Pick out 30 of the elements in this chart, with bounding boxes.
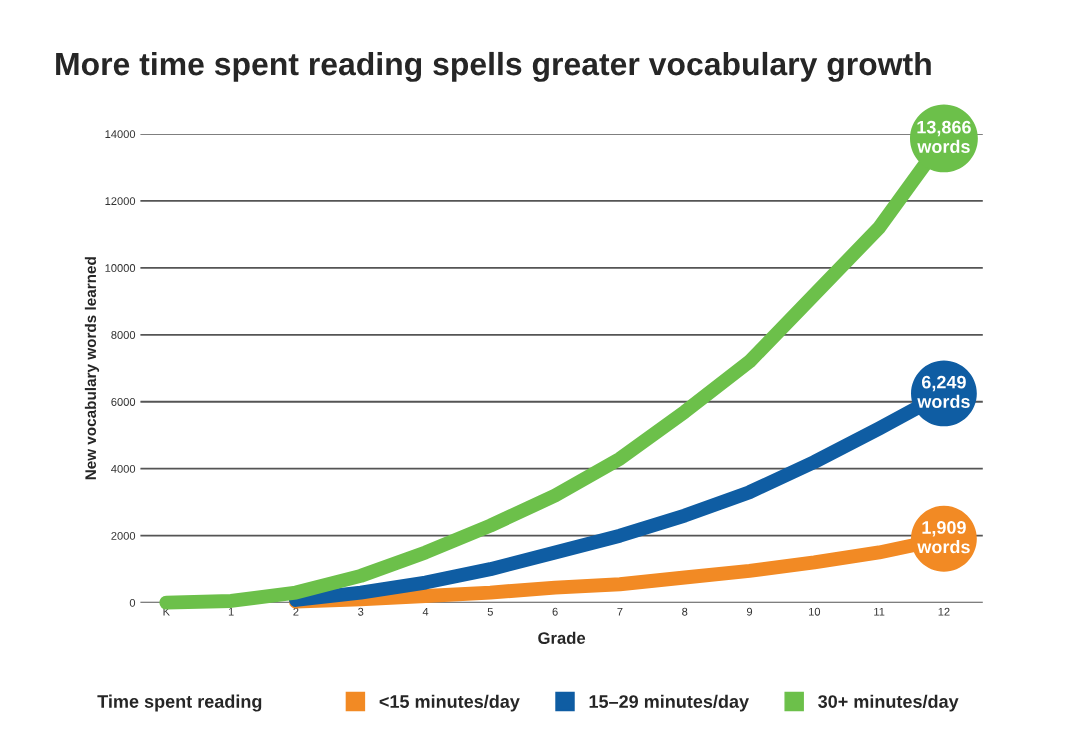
annotation: 6,249 words bbox=[917, 375, 970, 408]
legend-label: <15 minutes/day bbox=[379, 694, 520, 712]
x-tick-label: 7 bbox=[617, 607, 623, 616]
y-axis-title: New vocabulary words learned bbox=[84, 257, 100, 480]
x-tick-label: 11 bbox=[874, 607, 885, 616]
x-tick-label: 5 bbox=[487, 607, 493, 616]
y-tick-label: 0 bbox=[129, 598, 136, 607]
y-tick-label: 4000 bbox=[111, 464, 136, 473]
y-tick-label: 8000 bbox=[111, 331, 136, 339]
y-tick-label: 10000 bbox=[105, 264, 136, 272]
x-tick-label: 10 bbox=[808, 607, 821, 616]
legend-label: 15–29 minutes/day bbox=[589, 694, 749, 712]
y-tick-label: 2000 bbox=[111, 531, 136, 540]
y-tick-label: 12000 bbox=[105, 197, 136, 206]
chart-title: More time spent reading spells greater vocabulary growth bbox=[56, 51, 931, 82]
x-tick-label: 12 bbox=[938, 607, 950, 616]
x-axis-title: Grade bbox=[538, 631, 586, 644]
annotation: 1,909 words bbox=[917, 521, 970, 554]
x-tick-label: 3 bbox=[358, 607, 364, 616]
x-tick-label: 9 bbox=[746, 607, 753, 616]
x-tick-label: 4 bbox=[422, 607, 429, 616]
legend-title: Time spent reading bbox=[97, 694, 262, 712]
legend-label: 30+ minutes/day bbox=[818, 694, 959, 712]
x-tick-label: 6 bbox=[552, 607, 558, 616]
x-tick-label: 8 bbox=[682, 607, 688, 616]
annotation: 13,866 words bbox=[917, 120, 971, 153]
x-tick-label: 2 bbox=[293, 607, 299, 616]
y-tick-label: 6000 bbox=[111, 398, 136, 406]
y-tick-label: 14000 bbox=[105, 130, 136, 139]
x-tick-label: 1 bbox=[228, 607, 234, 616]
